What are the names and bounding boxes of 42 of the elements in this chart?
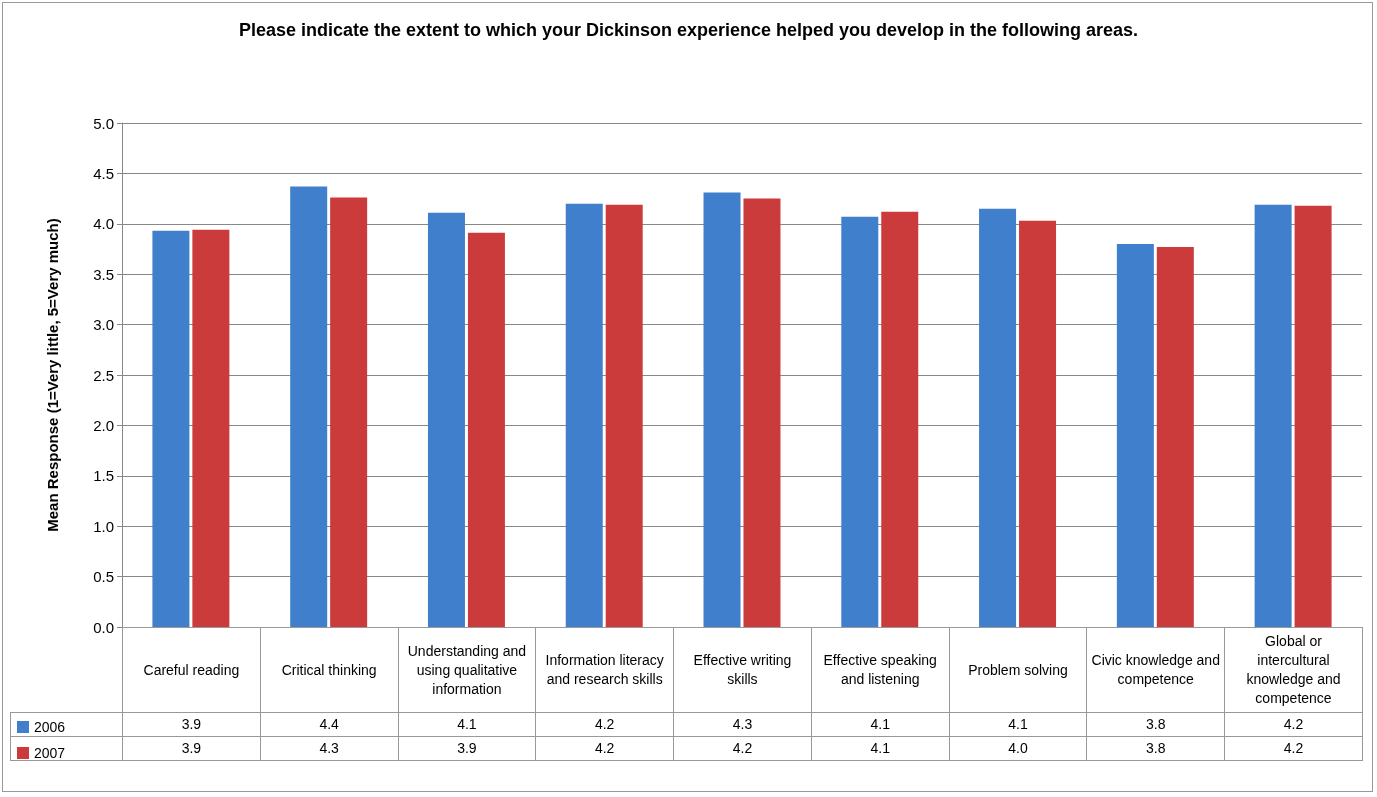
y-tick-label: 2.0 [93,416,114,434]
data-label: 3.8 [1086,736,1225,761]
data-label: 4.0 [949,736,1087,761]
data-label: 4.1 [811,736,950,761]
y-tick-label: 1.0 [93,517,114,535]
data-label: 4.1 [811,712,950,737]
data-label: 4.3 [260,736,399,761]
y-tick-label: 0.0 [93,618,114,636]
y-tick-label: 2.5 [93,366,114,384]
data-label: 4.3 [673,712,812,737]
data-label: 4.1 [949,712,1087,737]
data-label: 3.9 [122,736,261,761]
y-tick-label: 4.5 [93,164,114,182]
data-label: 4.2 [1224,736,1363,761]
legend-label: 2007 [34,745,66,761]
x-tick-label: Problem solving [949,627,1087,713]
x-tick-label: Understanding and using qualitative information [398,627,536,713]
legend-label: 2006 [34,719,66,735]
data-label: 4.1 [398,712,536,737]
data-label: 4.2 [535,736,674,761]
chart-title: Please indicate the extent to which your Dickinson experience helped you develop in the following areas. [238,20,1139,40]
x-tick-label: Critical thinking [260,627,399,713]
x-tick-label: Information literacy and research skills [535,627,674,713]
y-tick-label: 3.0 [93,316,114,334]
data-label: 3.9 [398,736,536,761]
x-tick-label: Effective speaking and listening [811,627,950,713]
x-tick-label: Careful reading [122,627,261,713]
x-tick-label: Global or intercultural knowledge and competence [1224,627,1363,713]
y-tick-label: 0.5 [93,568,114,586]
y-tick-label: 4.0 [93,215,114,233]
y-axis-title: Mean Response (1=Very little, 5=Very much) [44,218,61,532]
y-tick-label: 3.5 [93,265,114,283]
data-label: 3.8 [1086,712,1225,737]
y-tick-label: 5.0 [93,114,114,132]
data-label: 4.2 [535,712,674,737]
x-tick-label: Civic knowledge and competence [1086,627,1225,713]
data-label: 4.2 [1224,712,1363,737]
data-label: 4.4 [260,712,399,737]
y-tick-label: 1.5 [93,467,114,485]
x-tick-label: Effective writing skills [673,627,812,713]
data-label: 3.9 [122,712,261,737]
data-label: 4.2 [673,736,812,761]
